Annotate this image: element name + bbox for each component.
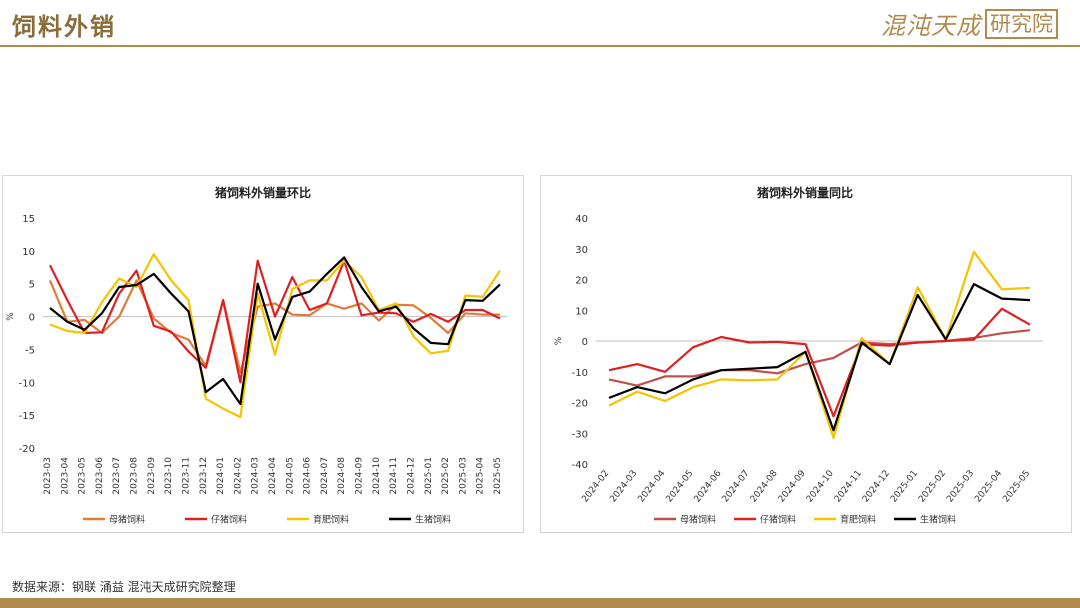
x-tick-label: 2024-12: [861, 469, 892, 505]
x-tick-label: 2023-08: [130, 457, 140, 495]
y-tick-label: -40: [572, 460, 588, 471]
x-tick-label: 2025-05: [1001, 469, 1032, 505]
chart-title: 猪饲料外销量环比: [214, 185, 311, 200]
x-tick-label: 2024-05: [285, 457, 295, 495]
x-tick-label: 2025-04: [973, 468, 1004, 504]
x-tick-label: 2024-02: [580, 469, 611, 505]
chart-title: 猪饲料外销量同比: [756, 185, 853, 200]
y-tick-label: 0: [582, 337, 588, 348]
x-tick-label: 2023-06: [95, 457, 105, 495]
x-tick-label: 2024-09: [777, 468, 808, 504]
x-tick-label: 2023-10: [164, 457, 174, 495]
page-title: 饲料外销: [12, 12, 116, 41]
series-line-2: [49, 259, 501, 384]
x-tick-label: 2024-11: [833, 469, 864, 505]
x-tick-label: 2024-12: [406, 457, 416, 495]
series-line-4: [608, 282, 1031, 432]
series-line-4: [49, 256, 501, 406]
x-tick-label: 2025-02: [917, 469, 948, 505]
legend-label-2: 仔猪饲料: [211, 514, 247, 526]
header-divider: [0, 45, 1080, 47]
legend-label-3: 育肥饲料: [840, 514, 876, 526]
source-note: 数据来源：钢联 涌益 混沌天成研究院整理: [12, 580, 236, 594]
x-tick-label: 2025-03: [458, 457, 468, 495]
y-tick-label: -20: [19, 444, 35, 455]
x-tick-label: 2024-10: [372, 457, 382, 495]
y-tick-label: 30: [575, 245, 588, 256]
y-tick-label: -10: [572, 368, 588, 379]
legend-label-4: 生猪饲料: [415, 514, 451, 526]
logo-wordmark: 混沌天成: [881, 12, 981, 40]
x-tick-label: 2024-03: [608, 469, 639, 505]
x-tick-label: 2024-07: [721, 469, 752, 505]
x-tick-label: 2023-11: [181, 457, 191, 495]
y-tick-label: 15: [22, 214, 35, 225]
x-tick-label: 2024-08: [749, 468, 780, 504]
x-tick-label: 2025-02: [441, 457, 451, 495]
y-axis-label: %: [6, 312, 16, 321]
x-tick-label: 2023-05: [78, 457, 88, 495]
legend-label-3: 育肥饲料: [313, 514, 349, 526]
logo-box-label: 研究院: [985, 8, 1058, 39]
series-line-1: [48, 279, 500, 374]
series-line-2: [608, 307, 1031, 418]
x-tick-label: 2024-04: [636, 468, 667, 504]
x-tick-label: 2024-05: [665, 469, 696, 505]
y-tick-label: 40: [575, 214, 588, 225]
y-tick-label: -15: [19, 411, 35, 422]
x-tick-label: 2024-01: [216, 457, 226, 495]
x-tick-label: 2024-11: [389, 457, 399, 495]
series-line-3: [49, 252, 501, 419]
legend-label-1: 母猪饲料: [680, 514, 716, 526]
series-line-3: [608, 250, 1031, 439]
y-tick-label: 10: [22, 247, 35, 258]
y-tick-label: 10: [575, 306, 588, 317]
x-tick-label: 2024-06: [693, 468, 724, 504]
x-tick-label: 2023-07: [112, 457, 122, 495]
y-tick-label: 20: [575, 276, 588, 287]
x-tick-label: 2024-08: [337, 457, 347, 495]
x-tick-label: 2025-01: [889, 469, 920, 505]
x-tick-label: 2025-04: [476, 457, 486, 495]
y-axis-label: %: [554, 336, 564, 345]
x-tick-label: 2024-10: [805, 468, 836, 504]
legend-label-1: 母猪饲料: [109, 514, 145, 526]
chart-panel-mom: 猪饲料外销量环比 15 10 5 0 -5 -10 -15 -20% 2023-03 2023-04…: [2, 175, 524, 533]
y-tick-label: 5: [29, 280, 35, 291]
y-tick-label: -10: [19, 378, 35, 389]
header-bar: 饲料外销 混沌天成 研究院: [0, 0, 1080, 47]
x-tick-label: 2025-03: [945, 469, 976, 505]
x-tick-label: 2023-12: [199, 457, 209, 495]
y-tick-label: 0: [29, 313, 35, 324]
x-tick-label: 2024-03: [251, 457, 261, 495]
x-tick-label: 2023-03: [43, 457, 53, 495]
legend-label-2: 仔猪饲料: [760, 514, 796, 526]
legend-label-4: 生猪饲料: [920, 514, 956, 526]
x-tick-label: 2025-01: [424, 457, 434, 495]
x-tick-label: 2024-07: [320, 457, 330, 495]
x-tick-label: 2024-04: [268, 457, 278, 495]
brand-logo: 混沌天成 研究院: [881, 6, 1058, 41]
chart-panel-yoy: 猪饲料外销量同比 40 30 20 10 0 -10 -20 -30 -40% 2024-02 202…: [540, 175, 1072, 533]
chart-yoy-svg: 猪饲料外销量同比403020100-10-20-30-40%2024-02202…: [554, 185, 1043, 526]
x-tick-label: 2024-02: [233, 457, 243, 495]
y-tick-label: -20: [572, 399, 588, 410]
x-tick-label: 2024-09: [355, 457, 365, 495]
chart-mom-svg: 猪饲料外销量环比 15 10 5 0 -5 -10 -15 -20% 2023-03 2023-04…: [6, 185, 507, 526]
y-tick-label: -30: [572, 429, 588, 440]
footer-bar: [0, 598, 1080, 608]
x-tick-label: 2023-04: [60, 457, 70, 495]
x-tick-label: 2023-09: [147, 457, 157, 495]
x-tick-label: 2025-05: [493, 457, 503, 495]
y-tick-label: -5: [25, 345, 35, 356]
x-tick-label: 2024-06: [303, 457, 313, 495]
